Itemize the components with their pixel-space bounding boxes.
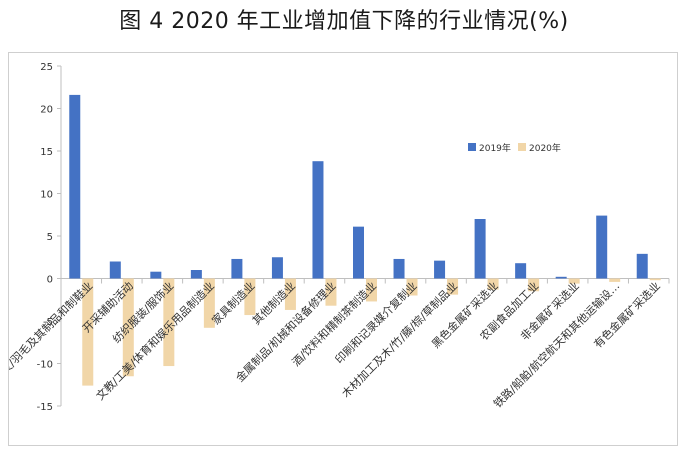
bar-2020 [122, 278, 134, 377]
bar-2020 [487, 278, 499, 290]
bar-2019 [515, 263, 527, 279]
legend-swatch-2020 [518, 143, 526, 151]
bar-2019 [636, 253, 648, 279]
y-tick-label: -5 [43, 317, 53, 328]
y-tick-label: 10 [40, 190, 53, 201]
bar-2019 [434, 260, 446, 279]
y-tick-label: 25 [40, 62, 53, 73]
chart-title: 图 4 2020 年工业增加值下降的行业情况(%) [119, 9, 569, 34]
bar-chart: 2520151050-5-10-15皮革/毛皮/羽毛及其制品和制鞋业开采辅助活动… [9, 62, 670, 413]
bar-2019 [555, 276, 567, 279]
chart-area: 25 20 15 10 5 0 -5 -10 -15 皮革/毛皮/羽毛及其制品和制鞋业 开采辅助活动… [8, 52, 678, 446]
bar-2020 [284, 278, 296, 310]
bar-2020 [203, 278, 215, 328]
bar-2020 [244, 278, 256, 316]
bar-2020 [447, 278, 459, 295]
category-label: 黑色金属矿采选业 [429, 279, 501, 351]
bar-2019 [109, 261, 121, 279]
bar-2020 [82, 278, 94, 386]
y-tick-label: -10 [37, 360, 53, 371]
bar-2020 [325, 278, 337, 306]
y-tick-label: -15 [37, 402, 53, 413]
bar-2020 [649, 278, 661, 281]
legend-swatch-2019 [468, 143, 476, 151]
bar-2019 [271, 257, 283, 279]
legend-label-2019: 2019年 [479, 142, 511, 154]
bar-2019 [474, 219, 486, 279]
bar-2019 [312, 161, 324, 279]
bar-2020 [609, 278, 621, 282]
bar-2020 [528, 278, 540, 292]
category-label: 有色金属矿采选业 [591, 279, 663, 351]
bar-2019 [150, 271, 162, 279]
bar-2019 [231, 258, 243, 279]
bar-2019 [69, 94, 81, 279]
y-tick-label: 20 [40, 105, 53, 116]
y-tick-label: 15 [40, 147, 53, 158]
bar-2020 [406, 278, 418, 296]
bar-2020 [366, 278, 377, 302]
bar-2019 [596, 215, 608, 279]
y-tick-label: 5 [47, 232, 53, 243]
bar-2020 [163, 278, 175, 367]
bar-2019 [190, 270, 202, 279]
legend-label-2020: 2020年 [529, 142, 561, 154]
y-tick-label: 0 [47, 275, 53, 286]
bar-2020 [568, 278, 580, 284]
bar-2019 [393, 258, 405, 279]
bar-2019 [353, 226, 364, 279]
